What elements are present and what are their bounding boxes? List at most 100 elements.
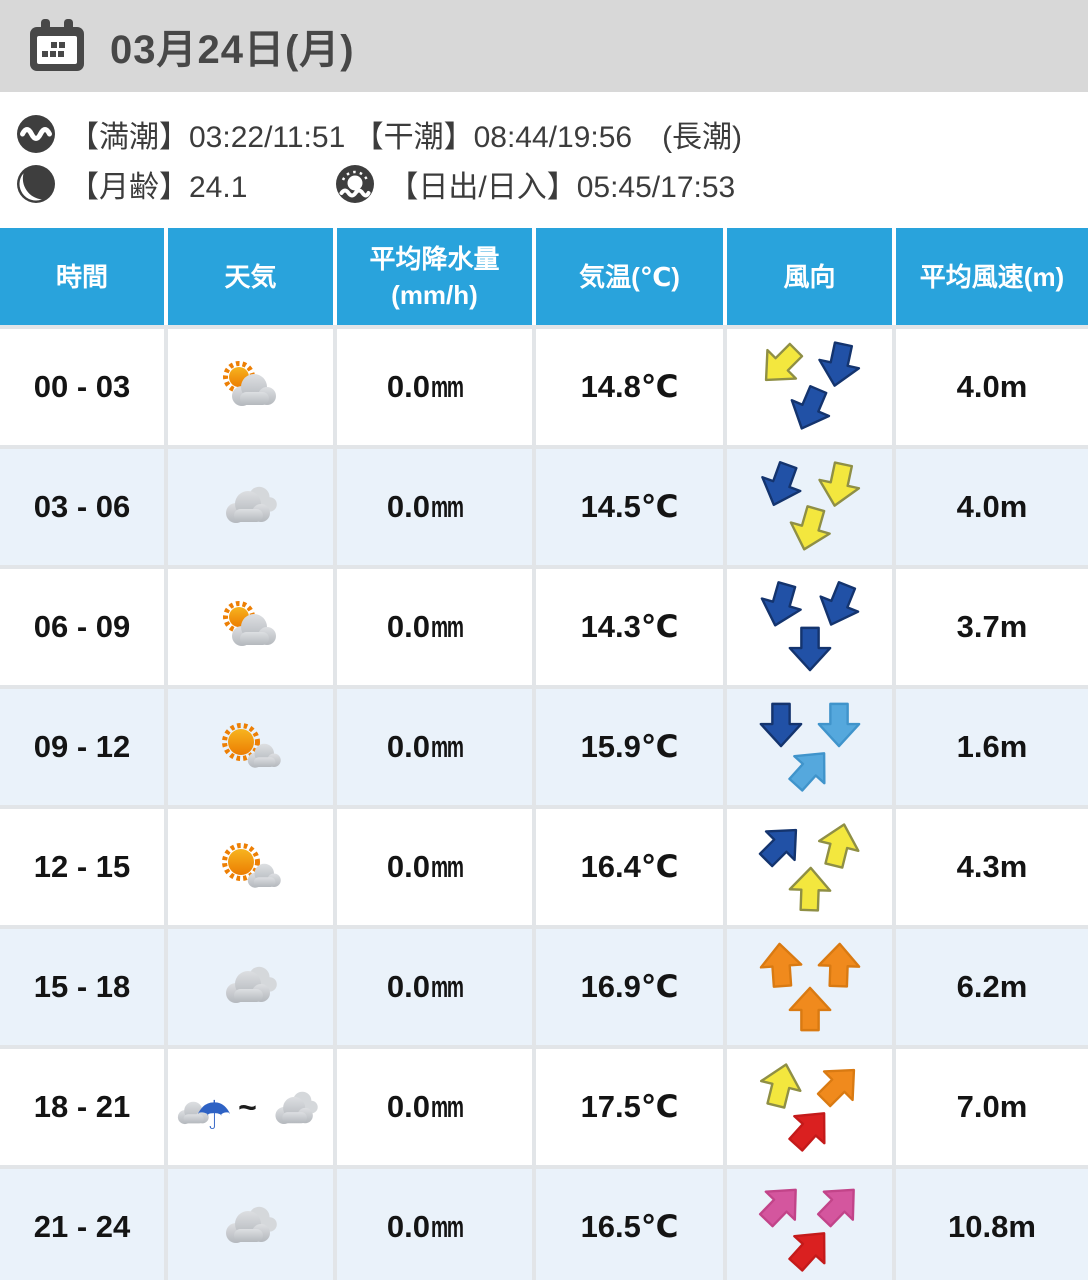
wind-arrow-yellow (788, 866, 831, 912)
wind-speed-cell: 1.6m (896, 689, 1088, 805)
forecast-table: 時間 天気 平均降水量 (mm/h) 気温(℃) 風向 平均風速(m) 00 - 03 0.… (0, 228, 1088, 1280)
wind-speed-cell: 6.2m (896, 929, 1088, 1045)
weather-range-tilde: ~ (238, 1088, 257, 1125)
sun-behind-cloud-icon (222, 601, 276, 646)
table-body: 00 - 03 0.0 mm 14.8℃ 4.0m 03 - 06 0.0 mm 14.5℃… (0, 329, 1088, 1280)
wind-arrow-yellow (817, 823, 860, 869)
wind-arrow-red (787, 1112, 826, 1152)
wind-speed-cell: 3.7m (896, 569, 1088, 685)
sunrise-sunset-text: 【日出/日入】05:45/17:53 (388, 171, 736, 204)
rain-cell: 0.0 mm (337, 809, 532, 925)
column-header-2: 平均降水量 (mm/h) (337, 228, 532, 325)
weather-cell (168, 1169, 333, 1280)
time-cell: 00 - 03 (0, 329, 164, 445)
time-cell: 18 - 21 (0, 1049, 164, 1165)
wind-arrow-yellow (759, 1063, 802, 1109)
wind-arrow-lightblue (817, 702, 860, 748)
weather-cell: ☂ ~ (168, 1049, 333, 1165)
info-panel: 【満潮】03:22/11:51 【干潮】08:44/19:56 (長潮) 【月齢… (0, 92, 1088, 206)
rain-cell: 0.0 mm (337, 689, 532, 805)
calendar-icon (30, 19, 84, 71)
wave-icon (17, 115, 55, 153)
wind-arrow-yellow (764, 342, 803, 382)
weather-cell (168, 449, 333, 565)
weather-cell (168, 569, 333, 685)
wind-arrow-pink (816, 1188, 855, 1228)
column-header-4: 風向 (727, 228, 892, 325)
wind-speed-cell: 7.0m (896, 1049, 1088, 1165)
wind-direction-cell (727, 329, 892, 445)
forecast-row-6: 18 - 21 ☂ ~ 0.0 mm 17.5℃ 7.0m (0, 1049, 1088, 1165)
rain-cell: 0.0 mm (337, 1169, 532, 1280)
cloudy-icon (225, 966, 277, 1003)
wind-direction-cell (727, 449, 892, 565)
sun-with-cloud-icon (221, 723, 281, 768)
rain-cell: 0.0 mm (337, 329, 532, 445)
wind-arrow-red (787, 1232, 826, 1272)
wind-arrow-yellow (789, 505, 831, 551)
wind-arrow-blue (758, 828, 797, 868)
wind-arrow-orange (788, 986, 831, 1032)
wind-direction-cell (727, 689, 892, 805)
date-title: 03月24日(月) (110, 28, 355, 72)
wind-arrow-blue (817, 341, 860, 387)
forecast-row-2: 06 - 09 0.0 mm 14.3℃ 3.7m (0, 569, 1088, 685)
rain-cell: 0.0 mm (337, 569, 532, 685)
forecast-row-1: 03 - 06 0.0 mm 14.5℃ 4.0m (0, 449, 1088, 565)
column-header-0: 時間 (0, 228, 164, 325)
cloud-umbrella-icon: ☂ (178, 1093, 232, 1139)
rain-cell: 0.0 mm (337, 929, 532, 1045)
wind-arrow-blue (788, 626, 831, 672)
cloudy-icon (225, 1206, 277, 1243)
wind-arrow-orange (817, 942, 860, 988)
column-header-1: 天気 (168, 228, 333, 325)
time-cell: 21 - 24 (0, 1169, 164, 1280)
temp-cell: 16.9℃ (536, 929, 723, 1045)
wind-direction-cell (727, 1169, 892, 1280)
weather-cell (168, 329, 333, 445)
wind-arrow-blue (759, 702, 802, 748)
weather-cell (168, 929, 333, 1045)
forecast-row-7: 21 - 24 0.0 mm 16.5℃ 10.8m (0, 1169, 1088, 1280)
sunrise-icon (336, 165, 375, 203)
temp-cell: 16.4℃ (536, 809, 723, 925)
wind-direction-cell (727, 569, 892, 685)
temp-cell: 15.9℃ (536, 689, 723, 805)
weather-cell (168, 809, 333, 925)
wind-speed-cell: 4.3m (896, 809, 1088, 925)
wind-arrow-blue (818, 580, 859, 626)
time-cell: 09 - 12 (0, 689, 164, 805)
wind-arrow-blue (760, 460, 801, 507)
moon-sun-line: 【月齢】24.1 【日出/日入】05:45/17:53 (16, 162, 1088, 206)
weather-cell (168, 689, 333, 805)
temp-cell: 17.5℃ (536, 1049, 723, 1165)
wind-direction-cell (727, 809, 892, 925)
forecast-row-3: 09 - 12 0.0 mm 15.9℃ 1.6m (0, 689, 1088, 805)
wind-speed-cell: 4.0m (896, 449, 1088, 565)
tide-text: 【満潮】03:22/11:51 【干潮】08:44/19:56 (長潮) (69, 121, 743, 154)
time-cell: 06 - 09 (0, 569, 164, 685)
svg-text:☂: ☂ (196, 1093, 232, 1139)
forecast-row-5: 15 - 18 0.0 mm 16.9℃ 6.2m (0, 929, 1088, 1045)
temp-cell: 14.8℃ (536, 329, 723, 445)
forecast-row-0: 00 - 03 0.0 mm 14.8℃ 4.0m (0, 329, 1088, 445)
sun-with-cloud-icon (221, 843, 281, 888)
time-cell: 12 - 15 (0, 809, 164, 925)
table-header-row: 時間 天気 平均降水量 (mm/h) 気温(℃) 風向 平均風速(m) (0, 228, 1088, 325)
cloudy-icon (275, 1091, 318, 1125)
wind-speed-cell: 10.8m (896, 1169, 1088, 1280)
rain-cell: 0.0 mm (337, 449, 532, 565)
time-cell: 15 - 18 (0, 929, 164, 1045)
tide-line: 【満潮】03:22/11:51 【干潮】08:44/19:56 (長潮) (16, 112, 1088, 156)
moon-age-text: 【月齢】24.1 (69, 171, 248, 204)
temp-cell: 16.5℃ (536, 1169, 723, 1280)
wind-arrow-blue (760, 581, 802, 627)
wind-arrow-lightblue (787, 752, 826, 792)
rain-cell: 0.0 mm (337, 1049, 532, 1165)
wind-arrow-orange (759, 942, 802, 988)
wind-arrow-orange (816, 1068, 855, 1108)
wind-arrow-blue (790, 384, 830, 430)
wind-arrow-pink (758, 1188, 797, 1228)
sun-behind-cloud-icon (222, 361, 276, 406)
wind-direction-cell (727, 1049, 892, 1165)
